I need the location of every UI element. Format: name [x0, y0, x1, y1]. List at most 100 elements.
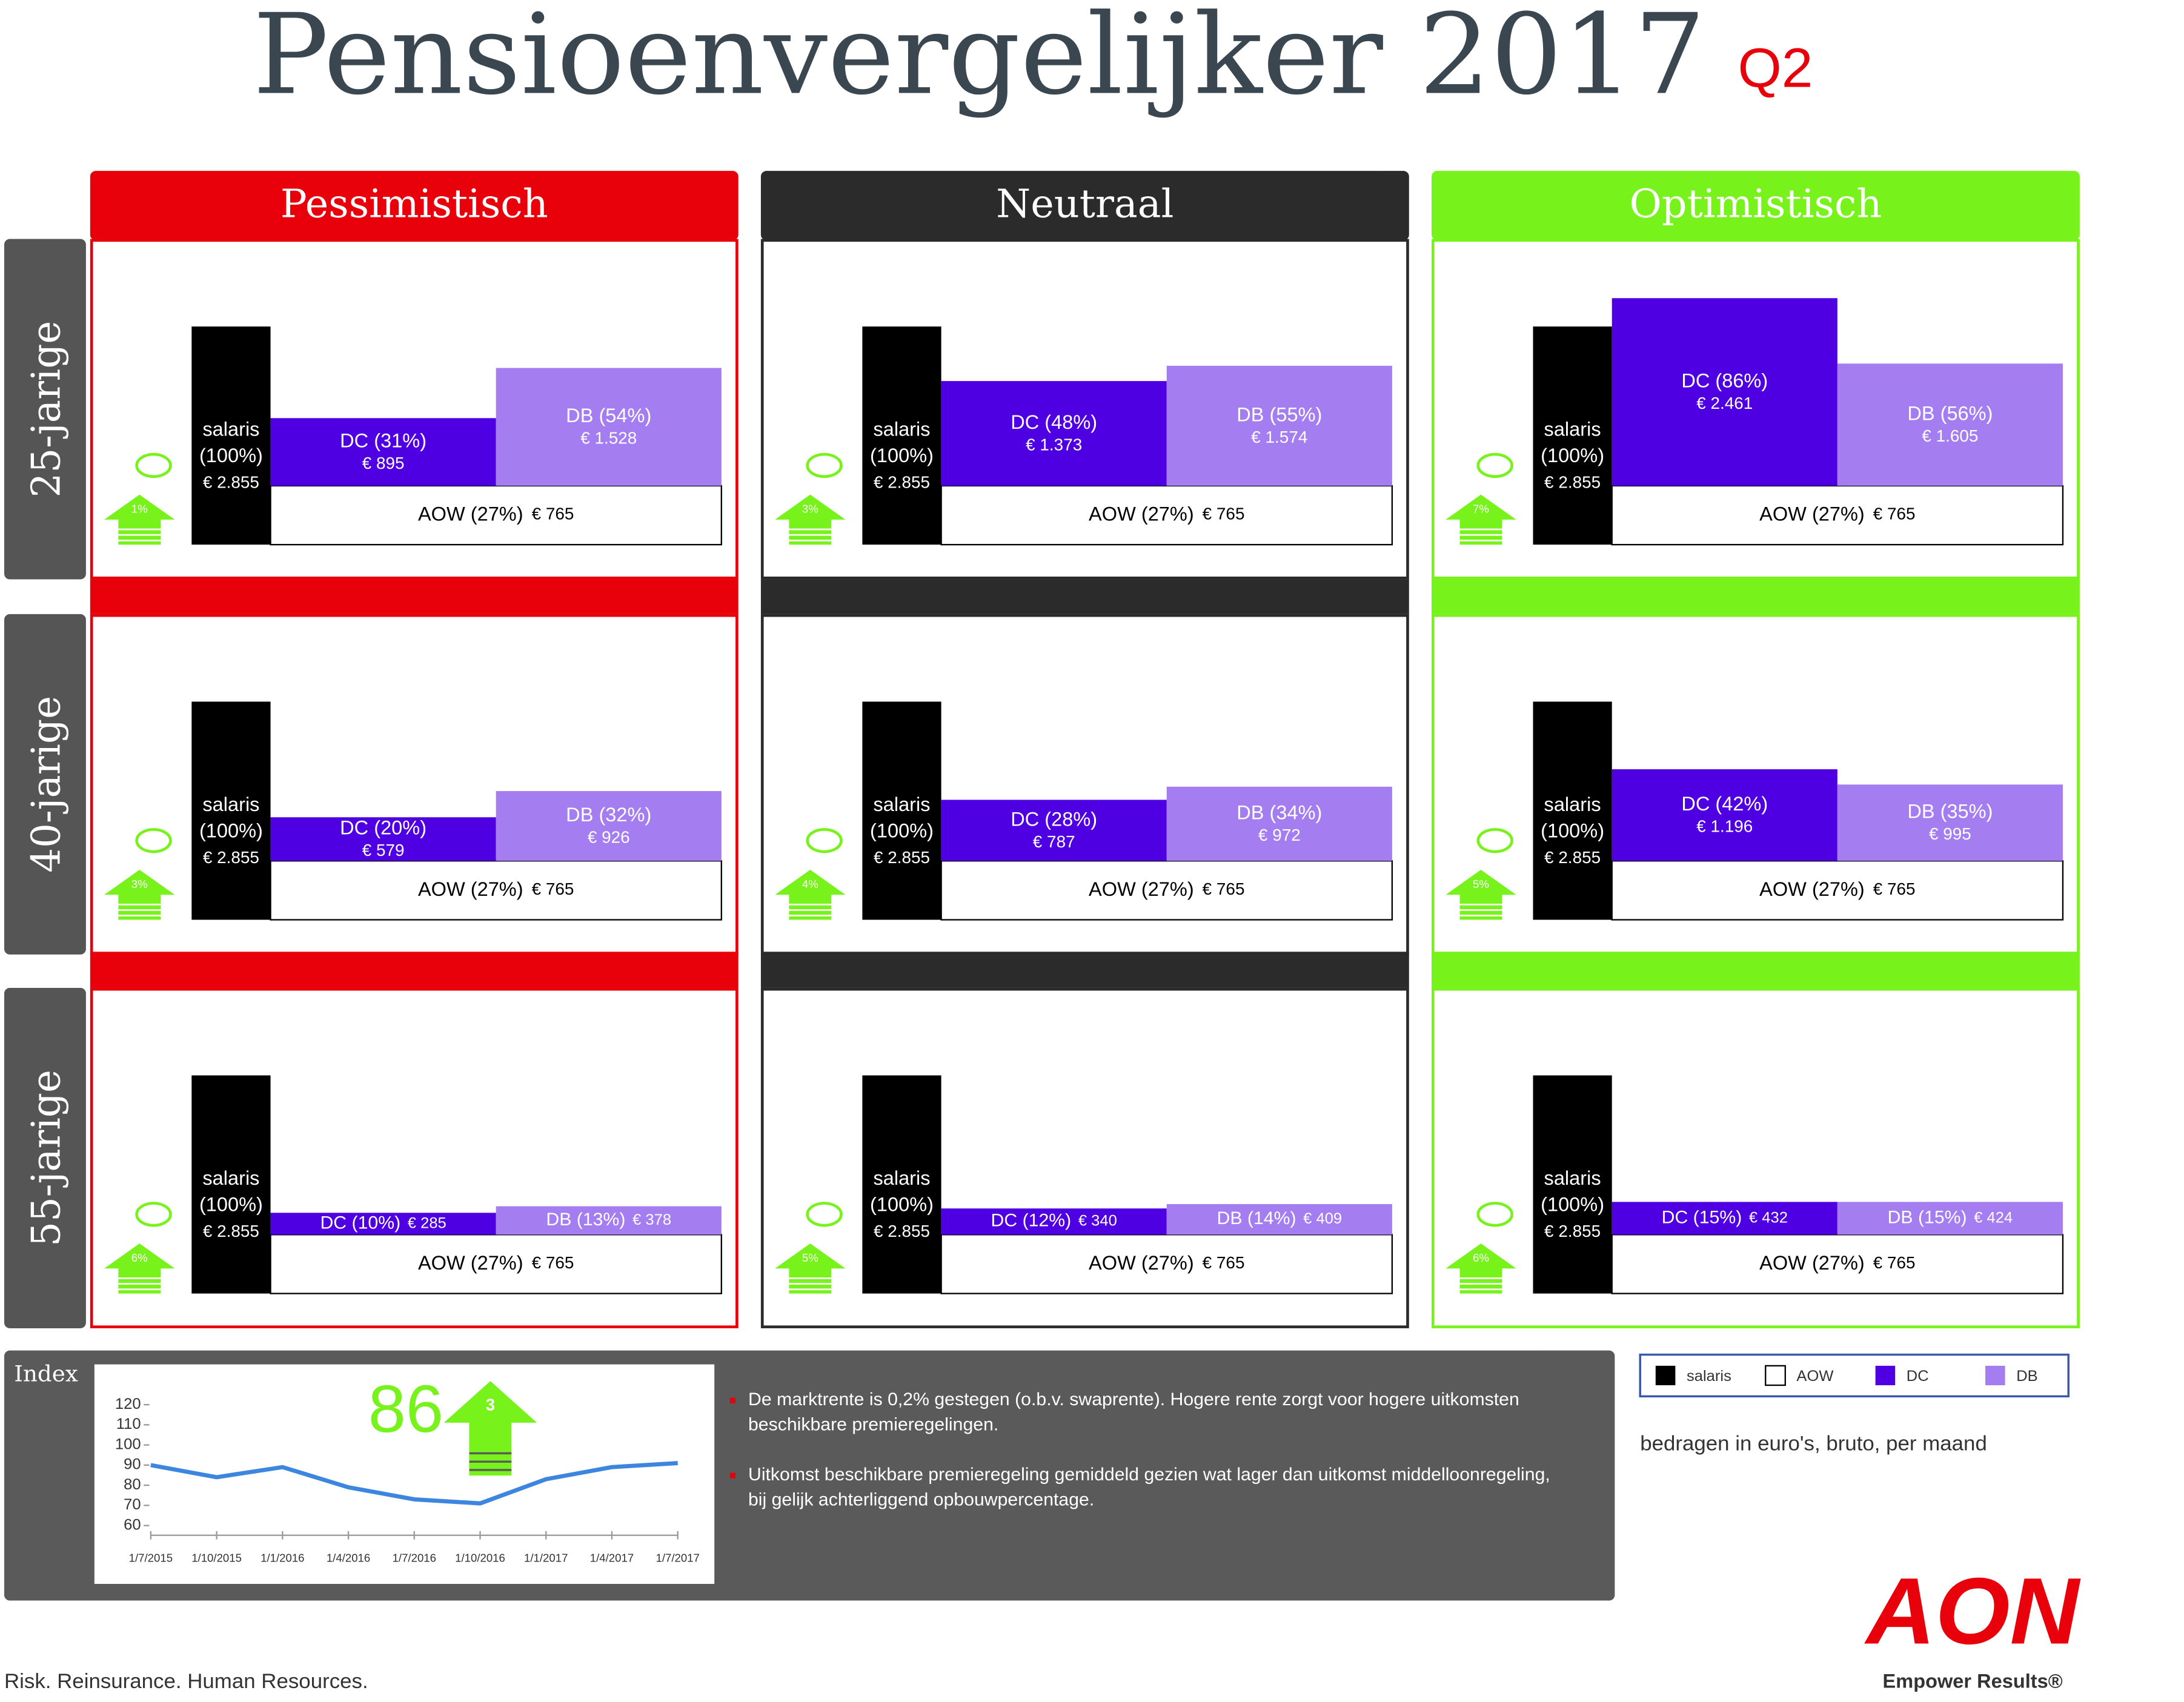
text-part: DC (12%) [991, 1211, 1072, 1231]
scenario-label: Optimistisch [1630, 182, 1882, 227]
db-bar [496, 1206, 722, 1235]
trend-label: 3% [131, 878, 148, 890]
legend-label: DB [2016, 1368, 2038, 1385]
legend-swatch [1985, 1365, 2005, 1385]
trend-arrow [1445, 1243, 1516, 1294]
y-tick-label: 100 [115, 1435, 141, 1452]
trend-label: 3% [802, 503, 818, 515]
x-tick-label: 1/4/2017 [590, 1552, 634, 1565]
pig-icon [135, 828, 172, 853]
text-part: € 765 [1873, 879, 1916, 898]
pig-icon [806, 828, 843, 853]
salaris-text: salaris [1544, 419, 1601, 440]
dc-label: DC (48%) [1011, 411, 1097, 433]
dc-label: DC (28%) [1011, 809, 1097, 830]
salaris-text: (100%) [1541, 1194, 1604, 1216]
dc-bar [941, 1208, 1167, 1235]
separator [760, 579, 1409, 614]
text-part: DB (13%) [546, 1210, 625, 1230]
dc-bar [941, 800, 1167, 861]
text-part: AOW (27%) [418, 503, 523, 525]
note-text: De marktrente is 0,2% gestegen (o.b.v. s… [748, 1389, 1519, 1409]
salaris-text: salaris [202, 419, 259, 440]
salaris-text: (100%) [870, 445, 934, 466]
trend-arrow [104, 1243, 175, 1294]
legend-swatch [1655, 1365, 1676, 1385]
aow-label: AOW (27%) € 765 [1759, 1252, 1915, 1274]
text-part: € 765 [1203, 1253, 1245, 1272]
trend-label: 7% [1473, 503, 1489, 515]
aow-label: AOW (27%) € 765 [1089, 878, 1244, 900]
aow-label: AOW (27%) € 765 [1089, 503, 1244, 525]
x-tick-label: 1/1/2017 [524, 1552, 568, 1565]
text-part: € 765 [532, 1253, 574, 1272]
db-amount: € 995 [1929, 824, 1971, 843]
age-label: 40-jarige [24, 696, 70, 873]
aow-label: AOW (27%) € 765 [1759, 878, 1915, 900]
aow-bar [1611, 860, 2064, 921]
dc-bar [1611, 1202, 1837, 1235]
trend-arrow [104, 494, 175, 545]
pig-icon [1476, 1202, 1513, 1227]
text-part: DB (15%) [1888, 1207, 1967, 1227]
trend-label: 6% [131, 1251, 148, 1264]
salaris-text: salaris [1544, 1167, 1601, 1189]
db-label: DB (56%) [1907, 403, 1993, 425]
dc-label: DC (15%) € 432 [1662, 1207, 1788, 1227]
text-part: € 409 [1303, 1210, 1342, 1227]
salaris-text: € 2.855 [203, 1222, 259, 1240]
dc-bar [1611, 769, 1837, 861]
trend-label: 1% [131, 503, 148, 515]
index-value: 86 [368, 1373, 443, 1446]
db-bar [1166, 786, 1392, 861]
x-tick-label: 1/7/2016 [393, 1552, 436, 1565]
footer: Risk. Reinsurance. Human Resources. [4, 1670, 368, 1693]
text-part: € 765 [1203, 505, 1245, 523]
separator [90, 579, 739, 614]
db-label: DB (54%) [566, 405, 651, 426]
trend-label: 6% [1473, 1251, 1489, 1264]
salaris-bar [862, 1075, 941, 1294]
text-part: AOW (27%) [1759, 1252, 1865, 1274]
aow-label: AOW (27%) € 765 [1759, 503, 1915, 525]
unit-note: bedragen in euro's, bruto, per maand [1640, 1432, 1987, 1455]
logo: AON [1864, 1559, 2081, 1664]
age-label: 25-jarige [24, 321, 70, 498]
db-label: DB (14%) € 409 [1217, 1208, 1343, 1228]
y-tick-label: 120 [115, 1396, 141, 1412]
db-amount: € 1.605 [1922, 426, 1978, 445]
salaris-bar [191, 326, 271, 545]
text-part: € 765 [532, 879, 574, 898]
text-part: € 765 [1203, 879, 1245, 898]
separator [90, 953, 739, 988]
bullet [729, 1397, 736, 1403]
pig-icon [806, 452, 843, 478]
pig-icon [135, 1202, 172, 1227]
text-part: € 432 [1749, 1209, 1788, 1226]
trend-arrow [104, 869, 175, 920]
tagline: Empower Results® [1883, 1671, 2063, 1692]
title: Pensioenvergelijker 2017 [253, 0, 1705, 119]
text-part: AOW (27%) [418, 878, 523, 900]
db-bar [1166, 365, 1392, 486]
dc-amount: € 1.196 [1696, 817, 1753, 836]
salaris-text: (100%) [1541, 445, 1604, 466]
salaris-text: € 2.855 [874, 1222, 930, 1240]
db-label: DB (35%) [1907, 801, 1993, 823]
aow-bar [1611, 485, 2064, 546]
aow-bar [940, 1234, 1393, 1294]
separator [1432, 579, 2080, 614]
aow-label: AOW (27%) € 765 [1089, 1252, 1244, 1274]
text-part: DC (15%) [1662, 1207, 1742, 1227]
text-part: AOW (27%) [1089, 878, 1194, 900]
aow-bar [270, 1234, 722, 1294]
x-tick-label: 1/10/2015 [191, 1552, 242, 1565]
dc-label: DC (10%) € 285 [320, 1213, 446, 1233]
bullet [729, 1472, 736, 1478]
text-part: € 285 [408, 1214, 446, 1231]
db-label: DB (55%) [1236, 404, 1322, 426]
db-amount: € 972 [1258, 826, 1301, 844]
dc-label: DC (86%) [1681, 370, 1768, 392]
salaris-text: € 2.855 [203, 848, 259, 867]
